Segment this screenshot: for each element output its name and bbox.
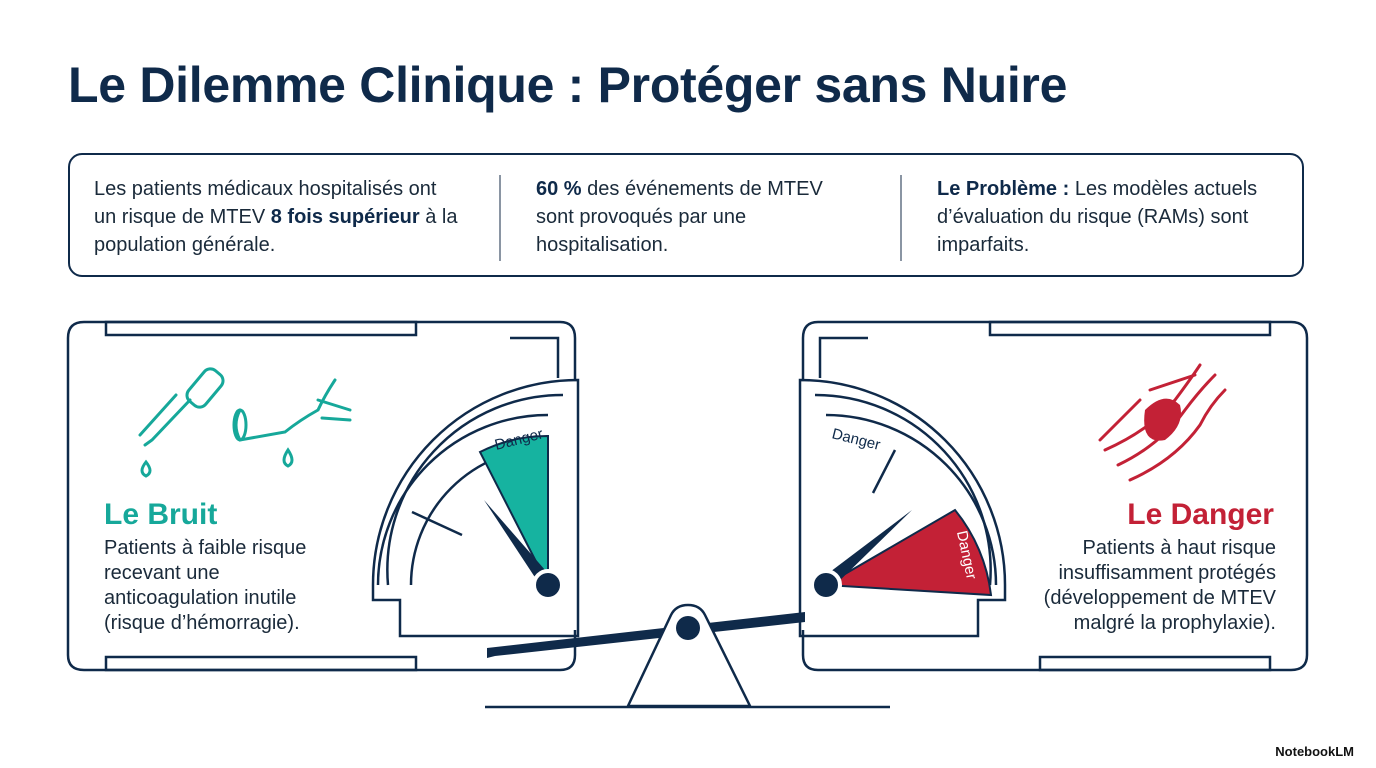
- panel-description: Patients à haut risque insuffisamment pr…: [1043, 537, 1276, 634]
- gauge-label: Danger: [830, 425, 882, 453]
- panel-title: Le Bruit: [104, 498, 218, 531]
- title: Le Dilemme Clinique : Protéger sans Nuir…: [68, 57, 1068, 113]
- fulcrum-pin: [676, 616, 700, 640]
- facts-box: Les patients médicaux hospitalisés ont u…: [68, 153, 1304, 277]
- needle: [822, 510, 912, 590]
- beam: [487, 612, 805, 658]
- fact-highlight: Le Problème :: [937, 178, 1070, 200]
- separator: [499, 175, 501, 261]
- panel-frames: [66, 320, 1309, 672]
- fact-text: à la population générale.: [94, 206, 458, 256]
- fact: Les patients médicaux hospitalisés ont u…: [94, 175, 464, 259]
- right-gauge: [798, 378, 1007, 638]
- fact-text: Les patients médicaux hospitalisés ont u…: [94, 178, 437, 228]
- vessel-icon: [1098, 363, 1227, 482]
- brand: NotebookLM: [1275, 744, 1354, 759]
- noise-icons: [138, 367, 352, 478]
- fact: Le Problème : Les modèles actuels d’éval…: [937, 175, 1267, 259]
- right-danger-zone: [822, 508, 993, 597]
- panel-description: Patients à faible risque recevant une an…: [104, 537, 307, 634]
- panel-title: Le Danger: [1127, 498, 1274, 531]
- separator: [900, 175, 902, 261]
- fact-highlight: 8 fois supérieur: [270, 206, 420, 228]
- pivot: [810, 569, 842, 601]
- clot: [1144, 398, 1181, 441]
- fact-text: des événements de MTEV sont provoqués pa…: [536, 178, 823, 256]
- fact: 60 % des événements de MTEV sont provoqu…: [536, 175, 866, 259]
- left-danger-zone: [478, 434, 549, 586]
- needle: [484, 500, 552, 588]
- fact-highlight: 60 %: [536, 178, 582, 200]
- pivot: [532, 569, 564, 601]
- fact-text: Les modèles actuels d’évaluation du risq…: [937, 178, 1258, 256]
